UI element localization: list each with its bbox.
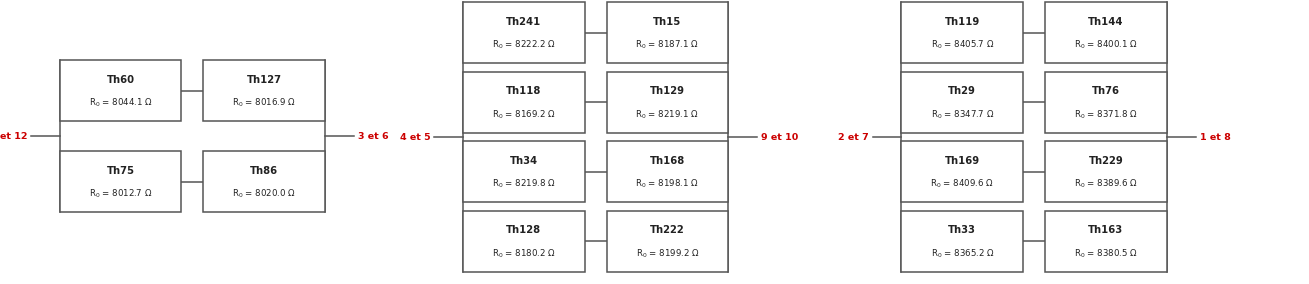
Text: R$_0$ = 8219.8 Ω: R$_0$ = 8219.8 Ω — [492, 178, 555, 190]
Text: Th241: Th241 — [507, 17, 542, 27]
Text: R$_0$ = 8365.2 Ω: R$_0$ = 8365.2 Ω — [931, 247, 994, 260]
Text: 3 et 6: 3 et 6 — [357, 132, 389, 141]
Text: Th144: Th144 — [1088, 17, 1123, 27]
Text: Th86: Th86 — [250, 166, 279, 176]
Text: R$_0$ = 8347.7 Ω: R$_0$ = 8347.7 Ω — [931, 108, 994, 121]
FancyBboxPatch shape — [1045, 211, 1166, 272]
Text: et 12: et 12 — [0, 132, 27, 141]
Text: Th169: Th169 — [945, 156, 980, 166]
Text: R$_0$ = 8409.6 Ω: R$_0$ = 8409.6 Ω — [931, 178, 995, 190]
FancyBboxPatch shape — [606, 141, 728, 202]
Text: R$_0$ = 8380.5 Ω: R$_0$ = 8380.5 Ω — [1073, 247, 1138, 260]
Text: R$_0$ = 8222.2 Ω: R$_0$ = 8222.2 Ω — [492, 39, 555, 51]
FancyBboxPatch shape — [463, 141, 585, 202]
Text: Th33: Th33 — [948, 225, 977, 235]
FancyBboxPatch shape — [463, 2, 585, 63]
Text: Th119: Th119 — [945, 17, 980, 27]
Text: R$_0$ = 8187.1 Ω: R$_0$ = 8187.1 Ω — [635, 39, 699, 51]
Text: Th29: Th29 — [948, 86, 977, 96]
FancyBboxPatch shape — [902, 211, 1024, 272]
Text: R$_0$ = 8219.1 Ω: R$_0$ = 8219.1 Ω — [635, 108, 699, 121]
Text: R$_0$ = 8044.1 Ω: R$_0$ = 8044.1 Ω — [89, 97, 153, 109]
Text: R$_0$ = 8405.7 Ω: R$_0$ = 8405.7 Ω — [931, 39, 994, 51]
Text: Th229: Th229 — [1089, 156, 1123, 166]
FancyBboxPatch shape — [463, 211, 585, 272]
Text: R$_0$ = 8012.7 Ω: R$_0$ = 8012.7 Ω — [89, 188, 152, 200]
Text: 2 et 7: 2 et 7 — [838, 133, 869, 141]
FancyBboxPatch shape — [60, 151, 182, 212]
FancyBboxPatch shape — [606, 72, 728, 133]
Text: 1 et 8: 1 et 8 — [1199, 133, 1230, 141]
Text: Th129: Th129 — [651, 86, 685, 96]
Text: Th163: Th163 — [1088, 225, 1123, 235]
Text: Th128: Th128 — [507, 225, 542, 235]
FancyBboxPatch shape — [60, 60, 182, 122]
Text: Th168: Th168 — [649, 156, 685, 166]
FancyBboxPatch shape — [1045, 2, 1166, 63]
Text: R$_0$ = 8198.1 Ω: R$_0$ = 8198.1 Ω — [635, 178, 699, 190]
Text: R$_0$ = 8389.6 Ω: R$_0$ = 8389.6 Ω — [1073, 178, 1138, 190]
FancyBboxPatch shape — [902, 72, 1024, 133]
Text: Th222: Th222 — [651, 225, 685, 235]
Text: Th60: Th60 — [106, 75, 135, 85]
Text: Th34: Th34 — [509, 156, 538, 166]
FancyBboxPatch shape — [902, 141, 1024, 202]
FancyBboxPatch shape — [203, 60, 325, 122]
Text: R$_0$ = 8199.2 Ω: R$_0$ = 8199.2 Ω — [636, 247, 699, 260]
FancyBboxPatch shape — [606, 2, 728, 63]
Text: R$_0$ = 8371.8 Ω: R$_0$ = 8371.8 Ω — [1075, 108, 1138, 121]
Text: Th127: Th127 — [247, 75, 281, 85]
Text: 9 et 10: 9 et 10 — [761, 133, 798, 141]
Text: 4 et 5: 4 et 5 — [399, 133, 431, 141]
FancyBboxPatch shape — [1045, 72, 1166, 133]
FancyBboxPatch shape — [203, 151, 325, 212]
Text: R$_0$ = 8169.2 Ω: R$_0$ = 8169.2 Ω — [492, 108, 555, 121]
FancyBboxPatch shape — [1045, 141, 1166, 202]
Text: R$_0$ = 8020.0 Ω: R$_0$ = 8020.0 Ω — [232, 188, 296, 200]
FancyBboxPatch shape — [463, 72, 585, 133]
Text: R$_0$ = 8180.2 Ω: R$_0$ = 8180.2 Ω — [492, 247, 555, 260]
Text: R$_0$ = 8400.1 Ω: R$_0$ = 8400.1 Ω — [1073, 39, 1138, 51]
Text: Th75: Th75 — [106, 166, 135, 176]
Text: R$_0$ = 8016.9 Ω: R$_0$ = 8016.9 Ω — [232, 97, 296, 109]
Text: Th76: Th76 — [1092, 86, 1121, 96]
Text: Th15: Th15 — [653, 17, 682, 27]
FancyBboxPatch shape — [902, 2, 1024, 63]
FancyBboxPatch shape — [606, 211, 728, 272]
Text: Th118: Th118 — [507, 86, 542, 96]
